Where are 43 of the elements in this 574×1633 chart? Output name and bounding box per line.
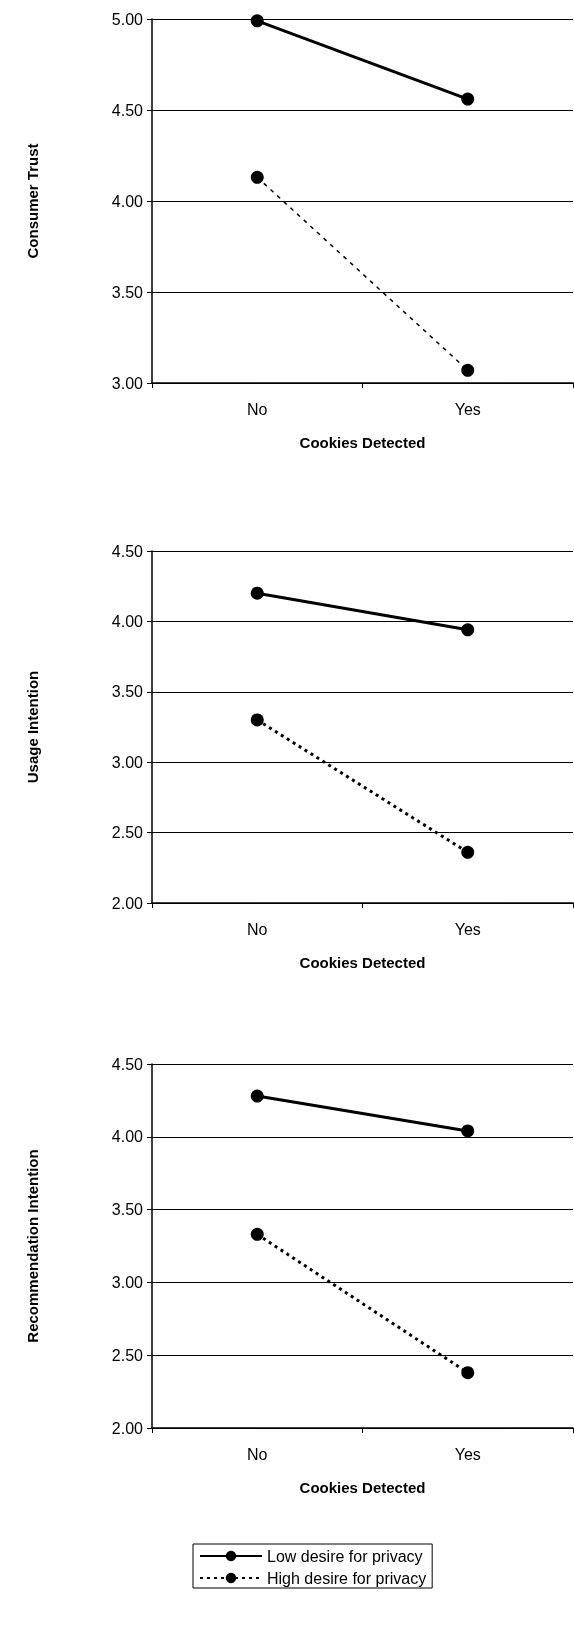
y-tick-label: 4.50: [111, 542, 144, 560]
y-tick-label: 4.00: [111, 1128, 144, 1146]
y-axis-title: Consumer Trust: [24, 143, 41, 259]
point: [250, 586, 264, 600]
point: [250, 1227, 264, 1241]
y-tick-label: 3.50: [111, 1201, 144, 1219]
legend-label: Low desire for privacy: [267, 1547, 423, 1565]
y-tick-label: 3.50: [111, 283, 144, 301]
legend-label: High desire for privacy: [267, 1569, 427, 1587]
y-tick-label: 4.00: [111, 192, 144, 210]
x-tick-label: Yes: [454, 1445, 481, 1463]
y-tick-label: 4.50: [111, 1055, 144, 1073]
y-tick-label: 3.50: [111, 683, 144, 701]
y-tick-label: 2.00: [111, 1419, 144, 1437]
y-tick-label: 3.00: [111, 374, 144, 392]
y-axis-title: Usage Intention: [24, 670, 41, 784]
y-tick-label: 4.00: [111, 612, 144, 630]
x-tick-label: No: [247, 400, 268, 418]
x-axis-title: Cookies Detected: [299, 954, 426, 971]
point: [461, 845, 475, 859]
point: [250, 1089, 264, 1103]
x-tick-label: Yes: [454, 400, 481, 418]
point: [461, 1366, 475, 1380]
point: [461, 92, 475, 106]
y-axis-title: Recommendation Intention: [24, 1149, 41, 1343]
x-tick-label: Yes: [454, 920, 481, 938]
point: [461, 623, 475, 637]
point: [250, 14, 264, 28]
x-tick-label: No: [247, 1445, 268, 1463]
y-tick-label: 5.00: [111, 10, 144, 28]
point: [461, 1124, 475, 1138]
y-tick-label: 3.00: [111, 1273, 144, 1291]
point: [461, 363, 475, 377]
y-tick-label: 4.50: [111, 101, 144, 119]
y-tick-label: 2.50: [111, 1346, 144, 1364]
y-tick-label: 3.00: [111, 753, 144, 771]
point: [250, 170, 264, 184]
x-axis-title: Cookies Detected: [299, 1479, 426, 1496]
x-axis-title: Cookies Detected: [299, 434, 426, 451]
point: [250, 713, 264, 727]
x-tick-label: No: [247, 920, 268, 938]
y-tick-label: 2.50: [111, 824, 144, 842]
y-tick-label: 2.00: [111, 894, 144, 912]
